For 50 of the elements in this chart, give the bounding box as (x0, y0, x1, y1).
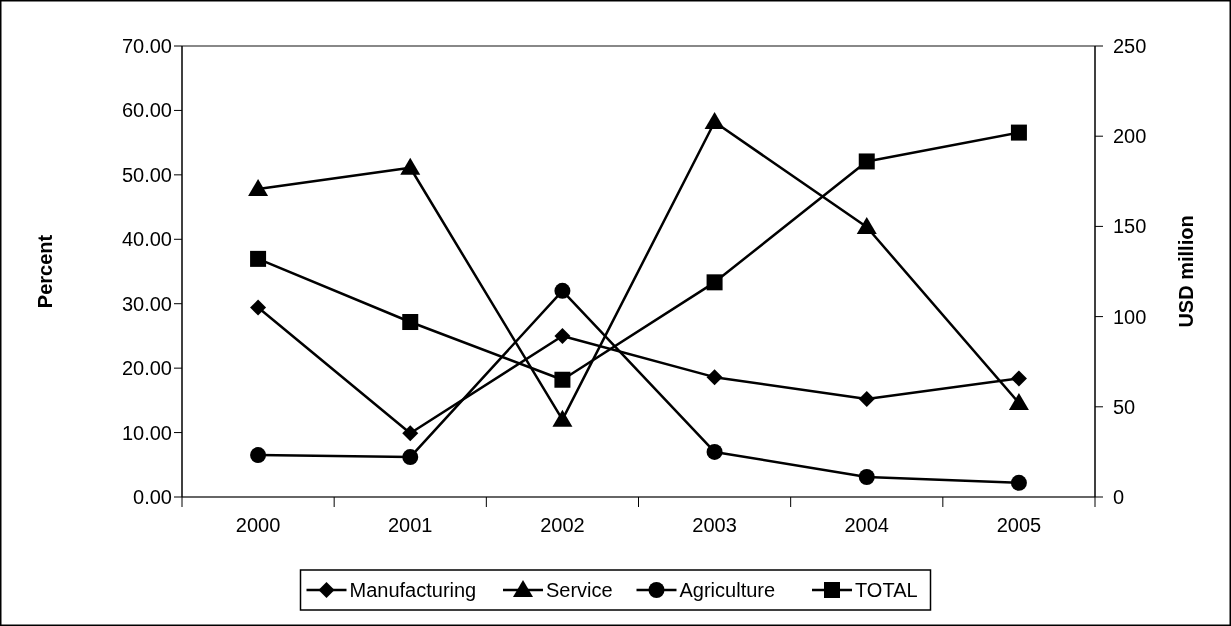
legend-label: Manufacturing (349, 579, 477, 601)
point (856, 217, 877, 235)
point (552, 409, 573, 427)
point (554, 282, 571, 299)
x-tick-label: 2005 (996, 514, 1042, 536)
legend-label: Agriculture (679, 579, 776, 601)
y2-tick-label: 250 (1113, 35, 1147, 57)
x-tick-label: 2001 (388, 514, 433, 536)
point (858, 469, 875, 486)
point (706, 369, 723, 386)
y2-axis-title: USD million (1175, 215, 1197, 328)
point (402, 314, 419, 331)
y-tick-label: 60.00 (121, 99, 172, 122)
point (250, 250, 267, 267)
y2-tick-label: 100 (1113, 305, 1147, 328)
point (250, 299, 267, 316)
point (402, 449, 419, 466)
point (248, 179, 269, 197)
y-axis-title: Percent (34, 234, 56, 309)
point (706, 443, 723, 460)
x-tick-label: 2000 (235, 514, 281, 536)
point (858, 391, 875, 408)
point (1010, 370, 1027, 387)
point (706, 274, 723, 291)
y-tick-label: 20.00 (121, 357, 172, 380)
x-tick-label: 2004 (844, 514, 889, 536)
point (1010, 474, 1027, 491)
y-tick-label: 70.00 (121, 35, 172, 57)
point (858, 153, 875, 170)
legend-label: Service (546, 579, 613, 601)
point (402, 425, 419, 442)
point (1008, 392, 1029, 410)
y2-tick-label: 50 (1113, 395, 1136, 418)
y-tick-label: 30.00 (121, 292, 172, 315)
y-tick-label: 0.00 (133, 486, 172, 508)
y-tick-label: 40.00 (121, 228, 172, 251)
x-tick-label: 2002 (540, 514, 585, 536)
point (554, 371, 571, 388)
point (704, 112, 725, 130)
y2-tick-label: 0 (1113, 486, 1125, 508)
point (554, 327, 571, 344)
y2-tick-label: 150 (1113, 215, 1147, 238)
x-tick-label: 2003 (692, 514, 737, 536)
point (1010, 124, 1027, 141)
legend-label: TOTAL (855, 579, 918, 601)
point (250, 447, 267, 464)
point (400, 157, 421, 175)
y-tick-label: 10.00 (121, 421, 172, 444)
y-tick-label: 50.00 (121, 163, 172, 186)
y2-tick-label: 200 (1113, 125, 1147, 148)
